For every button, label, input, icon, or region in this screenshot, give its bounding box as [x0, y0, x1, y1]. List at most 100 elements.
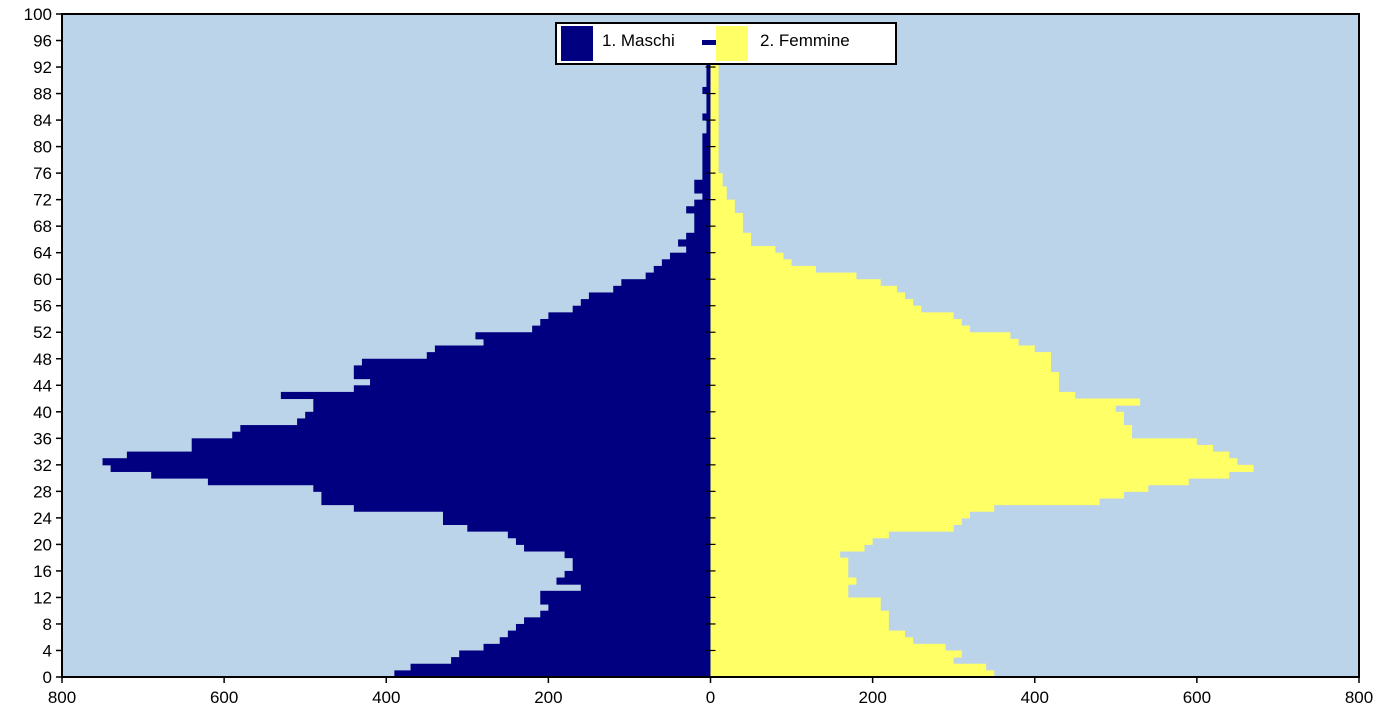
male-bar-age-63: [669, 252, 711, 260]
female-bar-age-89: [710, 80, 719, 88]
male-bar-age-3: [459, 650, 711, 658]
male-bar-age-55: [572, 305, 711, 313]
female-bar-age-81: [710, 133, 719, 141]
male-bar-age-28: [313, 484, 711, 492]
female-bar-age-67: [710, 226, 743, 234]
female-bar-age-85: [710, 106, 719, 114]
female-bar-age-79: [710, 146, 719, 154]
male-bar-age-66: [686, 232, 711, 240]
female-bar-age-55: [710, 305, 922, 313]
male-bar-age-14: [556, 577, 711, 585]
female-bar-age-82: [710, 126, 719, 134]
male-bar-age-85: [706, 106, 711, 114]
male-bar-age-91: [706, 67, 711, 75]
male-bar-age-82: [706, 126, 711, 134]
center-axis-ticks: [705, 39, 716, 652]
female-bar-age-77: [710, 159, 719, 167]
male-bar-age-87: [706, 93, 711, 101]
female-bar-age-78: [710, 153, 719, 161]
female-bar-age-40: [710, 405, 1116, 413]
female-bar-age-35: [710, 438, 1197, 446]
male-bar-age-19: [524, 544, 711, 552]
female-bar-age-28: [710, 484, 1149, 492]
male-bar-age-81: [702, 133, 711, 141]
male-bar-age-27: [321, 491, 711, 499]
female-bar-age-66: [710, 232, 752, 240]
male-bar-age-21: [507, 531, 711, 539]
male-bar-age-72: [702, 193, 711, 201]
female-bar-age-7: [710, 623, 889, 632]
female-bar-age-57: [710, 292, 906, 300]
female-bar-age-70: [710, 206, 735, 214]
male-bar-age-78: [702, 153, 711, 161]
legend-swatch-maschi: [561, 26, 593, 61]
y-tick-label-92: 92: [33, 58, 52, 77]
y-tick-label-20: 20: [33, 535, 52, 554]
y-tick-label-56: 56: [33, 297, 52, 316]
legend-swatch-femmine: [716, 26, 748, 61]
y-tick-label-96: 96: [33, 32, 52, 51]
female-bar-age-36: [710, 431, 1133, 439]
y-tick-label-88: 88: [33, 85, 52, 104]
x-tick-label--200: 200: [534, 688, 562, 707]
female-bar-age-39: [710, 411, 1124, 419]
female-bar-age-37: [710, 425, 1133, 433]
x-tick-label-800: 800: [1345, 688, 1373, 707]
female-bars: [710, 40, 1254, 678]
female-bar-age-12: [710, 590, 849, 598]
female-bar-age-60: [710, 272, 857, 280]
y-tick-label-80: 80: [33, 138, 52, 157]
female-bar-age-31: [710, 464, 1254, 472]
female-bar-age-74: [710, 179, 723, 187]
male-bar-age-76: [702, 166, 711, 174]
female-bar-age-76: [710, 166, 719, 174]
male-bar-age-50: [483, 338, 711, 346]
female-bar-age-68: [710, 219, 743, 227]
female-bar-age-0: [710, 670, 995, 678]
male-bar-age-80: [702, 139, 711, 148]
y-tick-label-4: 4: [43, 641, 52, 660]
female-bar-age-83: [710, 120, 719, 128]
male-bar-age-64: [686, 246, 711, 254]
female-bar-age-19: [710, 544, 865, 552]
male-bar-age-29: [207, 478, 711, 486]
male-bar-age-24: [442, 511, 711, 519]
male-bar-age-42: [280, 391, 711, 400]
female-bar-age-4: [710, 643, 946, 651]
female-bar-age-17: [710, 557, 849, 565]
female-bar-age-58: [710, 285, 897, 293]
male-bar-age-61: [653, 265, 711, 274]
y-tick-label-24: 24: [33, 509, 52, 528]
male-bar-age-13: [580, 584, 711, 592]
female-bar-age-72: [710, 193, 727, 201]
y-tick-label-84: 84: [33, 111, 52, 130]
y-tick-label-52: 52: [33, 323, 52, 342]
male-bar-age-11: [540, 597, 711, 605]
y-tick-label-40: 40: [33, 403, 52, 422]
male-bar-age-70: [686, 206, 711, 214]
male-bar-age-39: [305, 411, 711, 419]
female-bar-age-80: [710, 139, 719, 148]
male-bar-age-33: [126, 451, 711, 459]
male-bar-age-31: [110, 464, 711, 472]
male-bar-age-83: [706, 120, 711, 128]
male-bar-age-47: [361, 358, 711, 366]
male-bar-age-20: [515, 537, 711, 545]
female-bar-age-65: [710, 239, 752, 247]
male-bar-age-4: [483, 643, 711, 651]
male-bar-age-30: [151, 471, 711, 479]
female-bar-age-69: [710, 212, 743, 221]
y-tick-label-68: 68: [33, 217, 52, 236]
y-tick-label-44: 44: [33, 376, 52, 395]
male-bar-age-90: [706, 73, 711, 81]
y-tick-label-76: 76: [33, 164, 52, 183]
male-bar-age-18: [564, 551, 711, 559]
male-bar-age-44: [370, 378, 711, 386]
male-bar-age-41: [313, 398, 711, 406]
female-bar-age-44: [710, 378, 1060, 386]
female-bar-age-52: [710, 325, 970, 333]
male-bar-age-0: [394, 670, 711, 678]
female-bar-age-2: [710, 657, 954, 665]
male-bar-age-8: [524, 617, 711, 625]
